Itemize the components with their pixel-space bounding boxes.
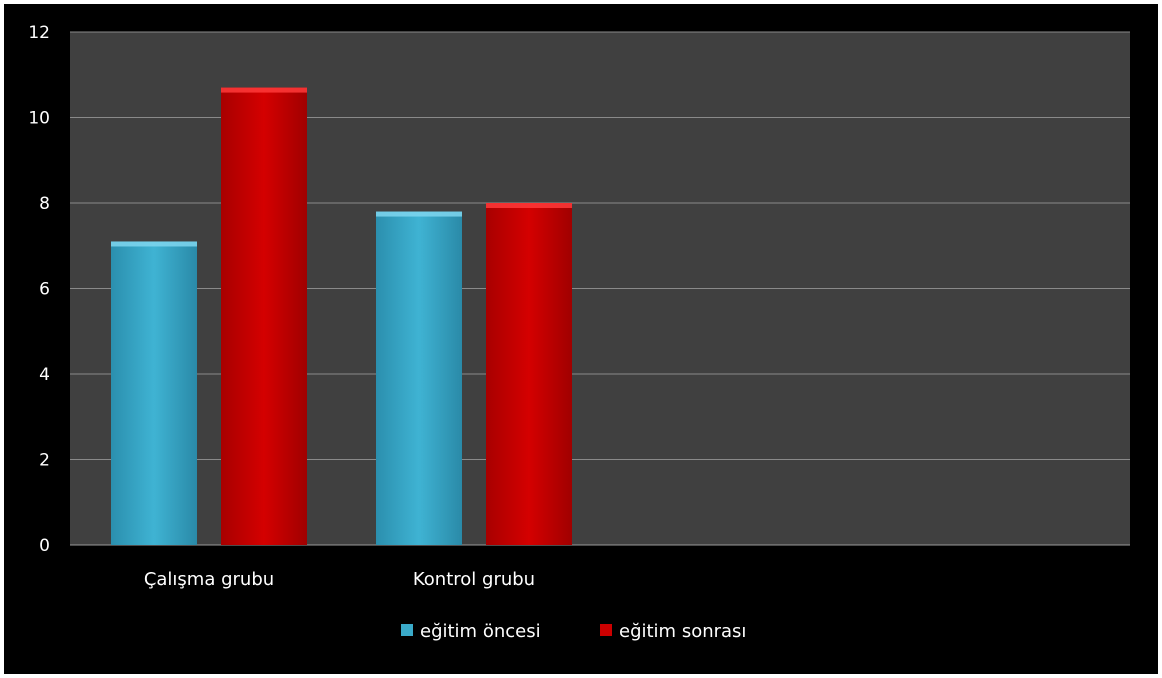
y-tick-label: 6 [39, 280, 50, 300]
x-category-label: Kontrol grubu [413, 569, 535, 590]
legend-label: eğitim sonrası [619, 621, 746, 642]
bar-after-calisma [221, 87, 307, 545]
bar-cap [486, 203, 572, 208]
x-category-label: Çalışma grubu [144, 569, 274, 590]
y-tick-label: 0 [39, 536, 50, 556]
y-tick-label: 4 [39, 365, 50, 385]
bar-cap [376, 211, 462, 217]
bar-after-kontrol [486, 203, 572, 545]
bar-cap [221, 87, 307, 93]
bars [111, 87, 572, 546]
legend-swatch [600, 624, 612, 636]
legend: eğitim öncesi eğitim sonrası [401, 621, 746, 642]
x-axis-categories: Çalışma grubu Kontrol grubu [144, 569, 535, 590]
bar-before-calisma [111, 241, 197, 545]
bar-cap [111, 241, 197, 247]
bar-chart: 0 2 4 6 8 10 12 Çalışma grubu Kontrol grubu eği… [28, 23, 1130, 642]
bar-before-kontrol [376, 211, 462, 546]
legend-label: eğitim öncesi [420, 621, 541, 642]
y-axis-ticks: 0 2 4 6 8 10 12 [28, 23, 50, 556]
y-tick-label: 12 [28, 23, 50, 43]
chart-frame: 0 2 4 6 8 10 12 Çalışma grubu Kontrol grubu eği… [4, 4, 1158, 674]
legend-swatch [401, 624, 413, 636]
y-tick-label: 10 [28, 109, 50, 129]
y-tick-label: 2 [39, 451, 50, 471]
y-tick-label: 8 [39, 194, 50, 214]
